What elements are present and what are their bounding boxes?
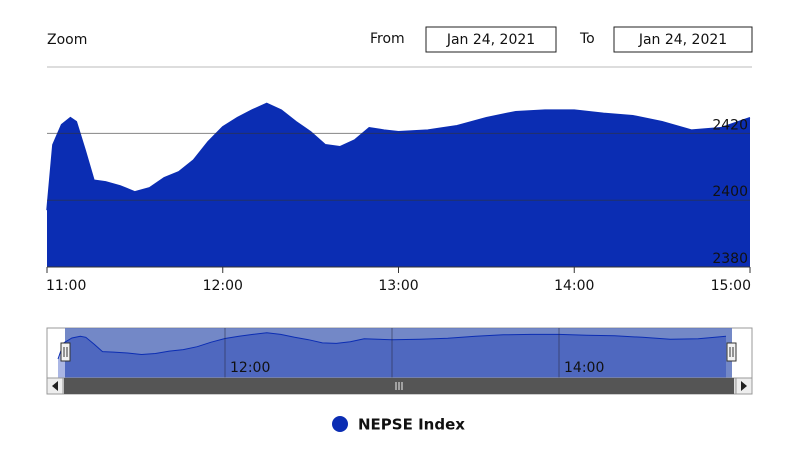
x-tick-label: 11:00	[46, 278, 86, 294]
x-tick-label: 13:00	[378, 278, 418, 294]
plot: 2380 2400 2420 11:00 12:00 13:00 14:00 15:00	[46, 102, 751, 294]
area	[47, 103, 750, 268]
navigator-handle[interactable]	[726, 342, 737, 362]
to-label: To	[579, 31, 595, 47]
scrollbar-arrow	[52, 381, 58, 391]
legend-item[interactable]: NEPSE Index	[332, 416, 465, 434]
y-tick-label: 2400	[712, 184, 748, 200]
legend-symbol	[332, 416, 348, 432]
navigator-tick-label: 14:00	[564, 360, 604, 376]
from-date-input[interactable]	[425, 26, 557, 53]
legend-label: NEPSE Index	[358, 416, 465, 434]
y-tick-label: 2380	[712, 251, 748, 267]
line	[57, 332, 727, 360]
to-date-input[interactable]	[613, 26, 753, 53]
navigator-handle[interactable]	[60, 342, 71, 362]
x-tick-label: 12:00	[203, 278, 243, 294]
line	[46, 102, 751, 211]
scrollbar-arrow	[741, 381, 747, 391]
navigator-tick-label: 12:00	[230, 360, 270, 376]
x-tick-label: 14:00	[554, 278, 594, 294]
to-date[interactable]: Jan 24, 2021	[638, 32, 727, 48]
y-tick-label: 2420	[712, 117, 748, 133]
navigator: 12:00 14:00	[46, 327, 753, 395]
from-label: From	[370, 31, 405, 47]
legend: NEPSE Index	[332, 416, 465, 434]
x-tick-label: 15:00	[711, 278, 751, 294]
zoom-label: Zoom	[47, 32, 87, 48]
from-date[interactable]: Jan 24, 2021	[446, 32, 535, 48]
